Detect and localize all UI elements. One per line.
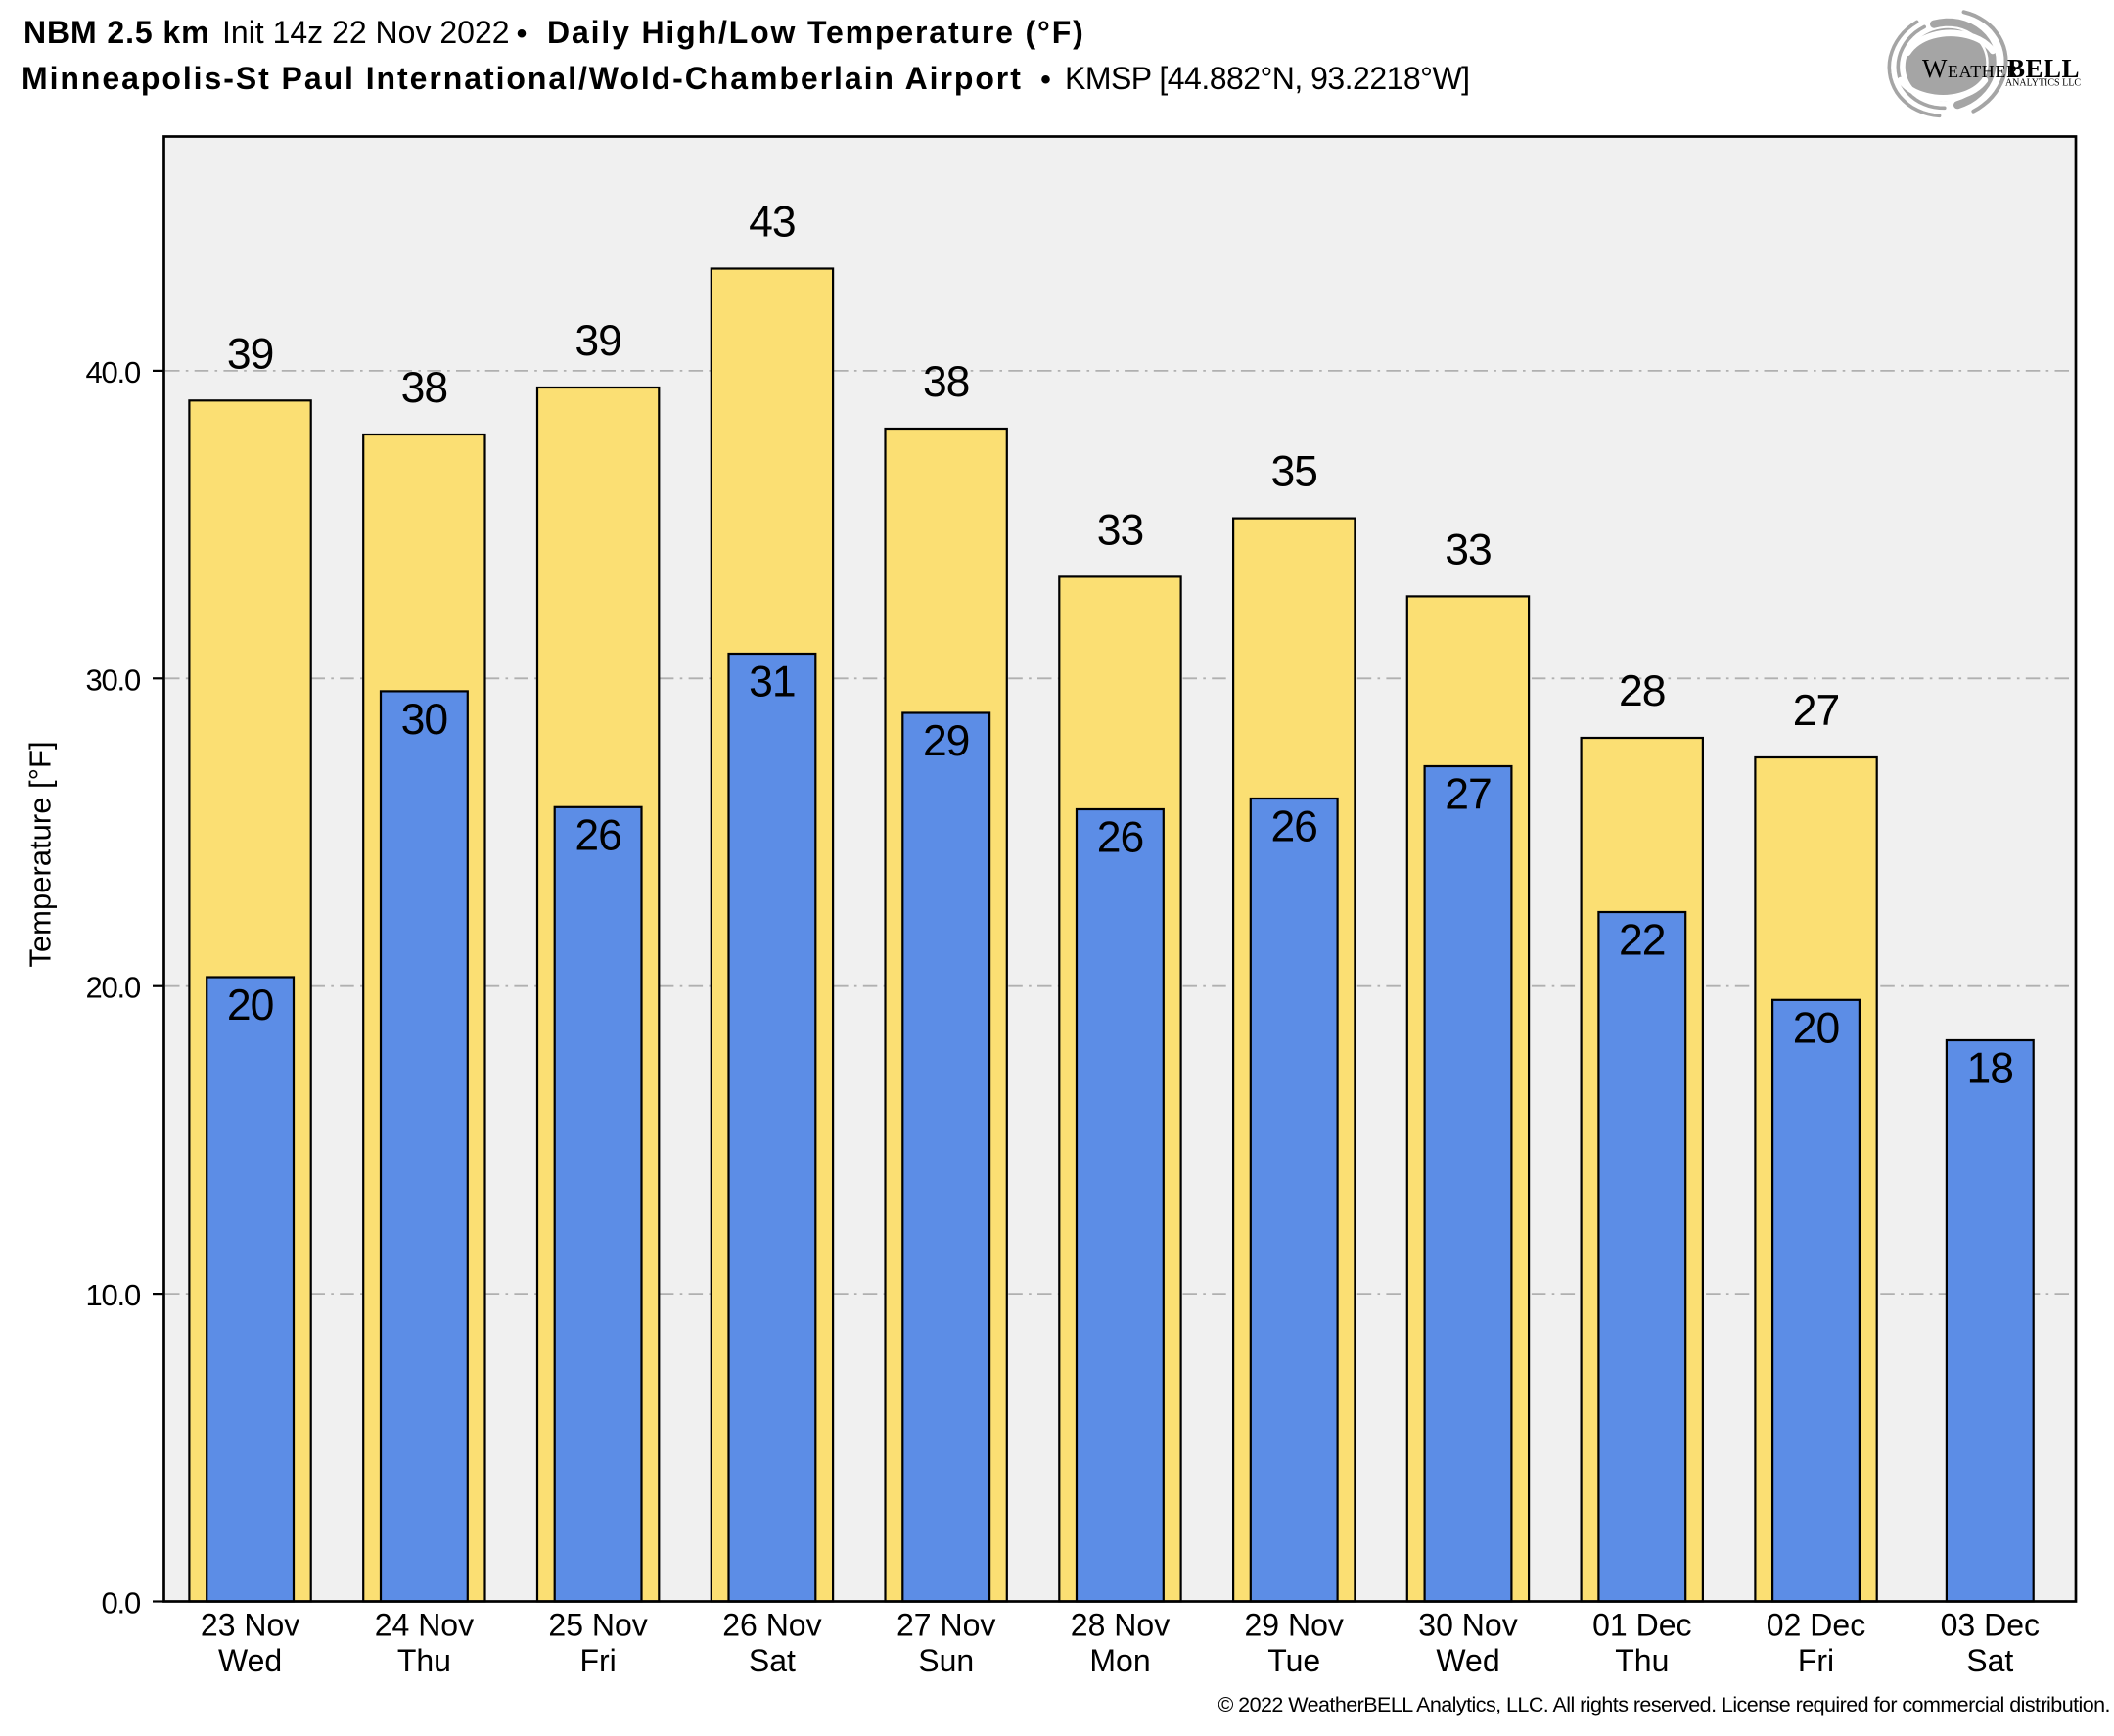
svg-text:Fri: Fri xyxy=(1798,1643,1834,1678)
svg-text:•: • xyxy=(1040,64,1051,96)
svg-text:25 Nov: 25 Nov xyxy=(548,1607,647,1642)
svg-text:30 Nov: 30 Nov xyxy=(1418,1607,1517,1642)
svg-text:39: 39 xyxy=(227,330,274,378)
svg-text:40.0: 40.0 xyxy=(85,355,140,389)
svg-text:EATHER: EATHER xyxy=(1948,62,2019,81)
svg-text:Thu: Thu xyxy=(397,1643,451,1678)
svg-text:35: 35 xyxy=(1270,448,1317,496)
svg-text:BELL: BELL xyxy=(2007,54,2080,83)
svg-text:28: 28 xyxy=(1619,667,1666,715)
svg-text:33: 33 xyxy=(1097,506,1144,554)
svg-text:02 Dec: 02 Dec xyxy=(1767,1607,1865,1642)
svg-text:26: 26 xyxy=(574,811,621,859)
svg-text:26: 26 xyxy=(1270,803,1317,851)
svg-text:KMSP [44.882°N, 93.2218°W]: KMSP [44.882°N, 93.2218°W] xyxy=(1065,61,1470,96)
svg-text:W: W xyxy=(1922,54,1948,83)
svg-text:Daily High/Low Temperature (°F: Daily High/Low Temperature (°F) xyxy=(547,15,1085,50)
svg-text:30.0: 30.0 xyxy=(85,662,140,697)
svg-text:38: 38 xyxy=(401,364,448,412)
svg-text:NBM 2.5 km: NBM 2.5 km xyxy=(23,15,210,50)
svg-text:27: 27 xyxy=(1793,687,1840,735)
svg-text:30: 30 xyxy=(401,696,448,744)
svg-text:23 Nov: 23 Nov xyxy=(201,1607,299,1642)
svg-text:Wed: Wed xyxy=(218,1643,282,1678)
svg-text:© 2022 WeatherBELL Analytics,: © 2022 WeatherBELL Analytics, LLC. All r… xyxy=(1218,1693,2110,1716)
svg-text:Sat: Sat xyxy=(1966,1643,2013,1678)
svg-text:Wed: Wed xyxy=(1436,1643,1499,1678)
svg-text:29 Nov: 29 Nov xyxy=(1245,1607,1344,1642)
svg-text:Tue: Tue xyxy=(1267,1643,1320,1678)
svg-text:26 Nov: 26 Nov xyxy=(722,1607,821,1642)
svg-text:0.0: 0.0 xyxy=(102,1586,141,1621)
svg-text:26: 26 xyxy=(1097,814,1144,862)
svg-text:Temperature [°F]: Temperature [°F] xyxy=(23,741,58,967)
svg-text:24 Nov: 24 Nov xyxy=(375,1607,474,1642)
svg-text:Fri: Fri xyxy=(579,1643,616,1678)
svg-text:Thu: Thu xyxy=(1615,1643,1669,1678)
svg-text:39: 39 xyxy=(574,317,621,365)
svg-text:20.0: 20.0 xyxy=(85,971,140,1005)
svg-text:31: 31 xyxy=(749,659,796,707)
svg-text:01 Dec: 01 Dec xyxy=(1592,1607,1691,1642)
svg-text:20: 20 xyxy=(227,982,274,1029)
svg-text:03 Dec: 03 Dec xyxy=(1941,1607,2040,1642)
svg-text:38: 38 xyxy=(923,358,970,406)
svg-text:10.0: 10.0 xyxy=(85,1278,140,1312)
svg-text:43: 43 xyxy=(749,199,796,247)
svg-text:33: 33 xyxy=(1445,525,1492,573)
svg-text:Mon: Mon xyxy=(1089,1643,1150,1678)
svg-text:18: 18 xyxy=(1967,1045,2014,1093)
svg-text:Minneapolis-St Paul Internatio: Minneapolis-St Paul International/Wold-C… xyxy=(22,61,1023,96)
svg-text:Sat: Sat xyxy=(749,1643,796,1678)
svg-text:ANALYTICS LLC: ANALYTICS LLC xyxy=(2005,78,2081,89)
svg-text:27 Nov: 27 Nov xyxy=(896,1607,995,1642)
svg-text:28 Nov: 28 Nov xyxy=(1071,1607,1170,1642)
svg-text:20: 20 xyxy=(1793,1004,1840,1052)
svg-text:22: 22 xyxy=(1619,917,1666,965)
svg-text:27: 27 xyxy=(1445,771,1492,819)
svg-text:•: • xyxy=(517,18,528,50)
svg-text:Sun: Sun xyxy=(918,1643,974,1678)
svg-text:Init 14z 22 Nov 2022: Init 14z 22 Nov 2022 xyxy=(222,15,510,50)
svg-text:29: 29 xyxy=(923,717,970,765)
